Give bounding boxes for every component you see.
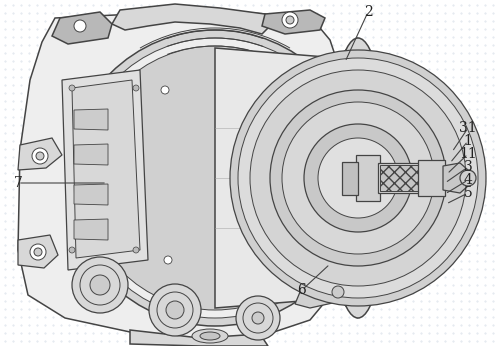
Circle shape xyxy=(149,284,201,336)
Polygon shape xyxy=(18,138,62,170)
Polygon shape xyxy=(380,165,420,191)
Polygon shape xyxy=(74,144,108,165)
Circle shape xyxy=(90,275,110,295)
Polygon shape xyxy=(215,38,363,318)
Polygon shape xyxy=(62,70,148,270)
Circle shape xyxy=(133,85,139,91)
Text: 31: 31 xyxy=(459,121,477,135)
Text: 6: 6 xyxy=(298,283,306,297)
Circle shape xyxy=(270,90,446,266)
Circle shape xyxy=(230,50,486,306)
Circle shape xyxy=(282,102,434,254)
Circle shape xyxy=(286,16,294,24)
Polygon shape xyxy=(295,284,355,308)
Circle shape xyxy=(304,124,412,232)
Text: 11: 11 xyxy=(459,147,477,161)
Circle shape xyxy=(332,286,344,298)
Circle shape xyxy=(250,70,466,286)
Polygon shape xyxy=(18,10,348,340)
Polygon shape xyxy=(130,330,268,346)
Circle shape xyxy=(133,247,139,253)
Circle shape xyxy=(72,257,128,313)
Polygon shape xyxy=(262,10,325,34)
Polygon shape xyxy=(72,80,140,258)
Text: 1: 1 xyxy=(464,134,473,148)
Ellipse shape xyxy=(192,329,228,343)
Circle shape xyxy=(32,148,48,164)
Circle shape xyxy=(69,247,75,253)
Polygon shape xyxy=(443,163,468,193)
Ellipse shape xyxy=(328,38,388,318)
Circle shape xyxy=(252,312,264,324)
Circle shape xyxy=(30,244,46,260)
Ellipse shape xyxy=(200,332,220,340)
Circle shape xyxy=(236,296,280,340)
Circle shape xyxy=(36,152,44,160)
Circle shape xyxy=(166,301,184,319)
Circle shape xyxy=(67,30,363,326)
Polygon shape xyxy=(74,109,108,130)
Polygon shape xyxy=(74,184,108,205)
Circle shape xyxy=(243,303,273,333)
Text: 7: 7 xyxy=(13,176,22,190)
Polygon shape xyxy=(52,12,112,44)
Polygon shape xyxy=(378,163,435,193)
Circle shape xyxy=(75,38,355,318)
Circle shape xyxy=(34,248,42,256)
Circle shape xyxy=(460,170,476,186)
Circle shape xyxy=(318,138,398,218)
Circle shape xyxy=(238,58,478,298)
Polygon shape xyxy=(112,4,270,34)
Circle shape xyxy=(69,85,75,91)
Text: 4: 4 xyxy=(464,173,473,187)
Circle shape xyxy=(83,46,347,310)
Circle shape xyxy=(161,86,169,94)
Polygon shape xyxy=(342,162,358,195)
Polygon shape xyxy=(418,160,445,196)
Polygon shape xyxy=(74,219,108,240)
Polygon shape xyxy=(356,155,380,201)
Polygon shape xyxy=(18,235,58,268)
Circle shape xyxy=(164,256,172,264)
Circle shape xyxy=(157,292,193,328)
Circle shape xyxy=(80,265,120,305)
Polygon shape xyxy=(325,278,368,300)
Circle shape xyxy=(74,20,86,32)
Circle shape xyxy=(282,12,298,28)
Text: 3: 3 xyxy=(464,160,472,174)
Text: 5: 5 xyxy=(464,186,472,200)
Text: 2: 2 xyxy=(364,5,372,19)
